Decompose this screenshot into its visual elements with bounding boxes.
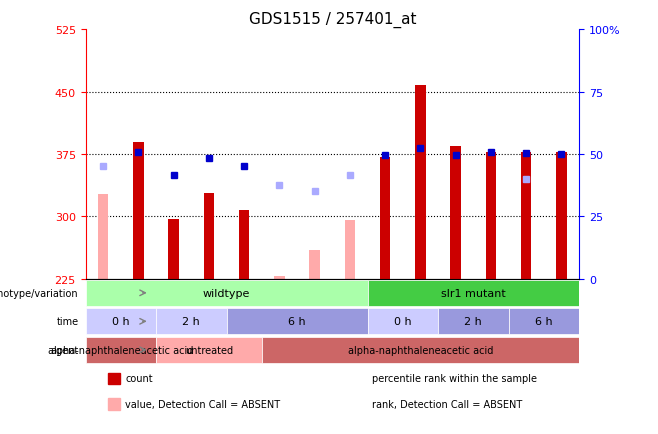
Bar [203,194,215,279]
Text: untreated: untreated [185,345,233,355]
Bar [86,309,156,334]
Bar [168,219,179,279]
Text: 6 h: 6 h [288,316,306,326]
Bar [262,337,579,363]
Bar [86,337,156,363]
Bar [556,152,567,279]
Bar [274,276,285,279]
Text: 2 h: 2 h [182,316,200,326]
Bar [239,210,249,279]
Bar [226,309,368,334]
Bar [156,309,226,334]
Y-axis label: genotype/variation: genotype/variation [0,288,78,298]
Text: percentile rank within the sample: percentile rank within the sample [372,373,537,383]
Bar [450,146,461,279]
Text: 0 h: 0 h [394,316,412,326]
Text: alpha-naphthaleneacetic acid: alpha-naphthaleneacetic acid [48,345,193,355]
Y-axis label: time: time [57,316,78,326]
Bar [368,309,438,334]
Bar [521,152,532,279]
Bar [108,398,120,410]
Bar [98,194,109,279]
Bar [380,157,390,279]
Text: 2 h: 2 h [465,316,482,326]
Bar [415,86,426,279]
Text: count: count [125,373,153,383]
Text: wildtype: wildtype [203,288,250,298]
Text: value, Detection Call = ABSENT: value, Detection Call = ABSENT [125,399,280,409]
Bar [108,373,120,384]
Bar [368,280,579,306]
Bar [309,250,320,279]
Y-axis label: agent: agent [51,345,78,355]
Bar [509,309,579,334]
Bar [345,221,355,279]
Bar [486,152,496,279]
Bar [521,229,532,279]
Bar [156,337,262,363]
Text: slr1 mutant: slr1 mutant [441,288,505,298]
Text: 6 h: 6 h [535,316,553,326]
Text: rank, Detection Call = ABSENT: rank, Detection Call = ABSENT [372,399,522,409]
Bar [86,280,368,306]
Bar [438,309,509,334]
Text: alpha-naphthaleneacetic acid: alpha-naphthaleneacetic acid [347,345,493,355]
Text: 0 h: 0 h [112,316,130,326]
Bar [133,142,143,279]
Title: GDS1515 / 257401_at: GDS1515 / 257401_at [249,11,416,28]
